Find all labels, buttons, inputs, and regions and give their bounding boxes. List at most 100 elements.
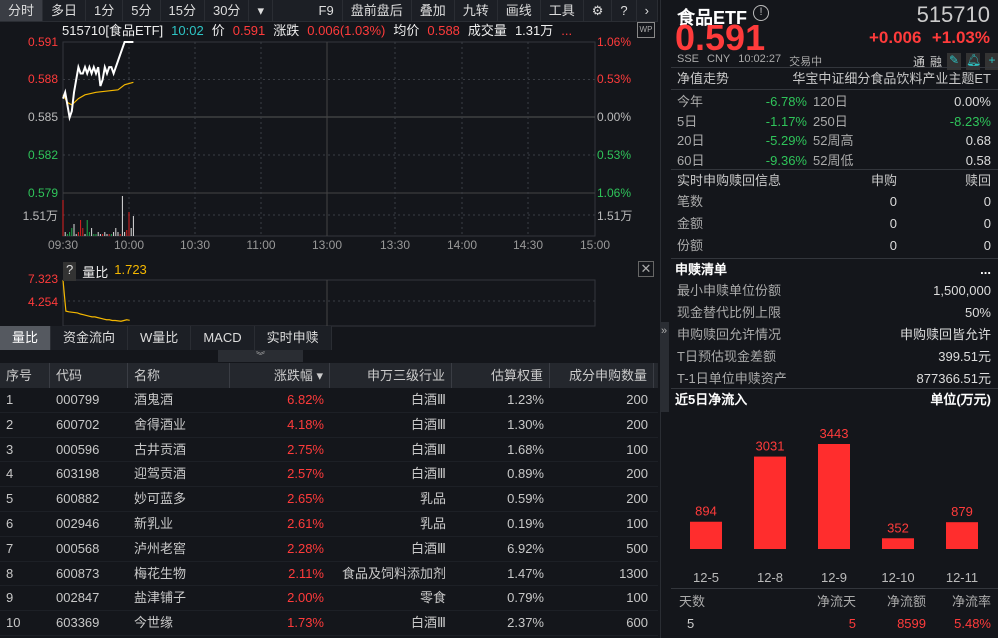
help-icon[interactable]: ? — [612, 0, 637, 21]
table-row[interactable]: 9 002847 盐津铺子 2.00% 零食 0.79% 100 — [0, 586, 658, 612]
tab-5min[interactable]: 5分 — [123, 0, 161, 21]
table-row[interactable]: 4 603198 迎驾贡酒 2.57% 白酒Ⅲ 0.89% 200 — [0, 462, 658, 488]
cell: 1.30% — [507, 416, 544, 432]
label: 申购赎回允许情况 — [677, 327, 782, 342]
flow-bar-chart: 894 12-5 3031 12-8 3443 12-9 352 12-10 879 12-11 — [690, 426, 978, 585]
table-row[interactable]: 7 000568 泸州老窖 2.28% 白酒Ⅲ 6.92% 500 — [0, 537, 658, 562]
avg-price-line — [62, 81, 134, 106]
cell: 7 — [6, 540, 14, 556]
cell: 白酒Ⅲ — [411, 441, 446, 457]
col-header[interactable]: 名称 — [128, 363, 230, 388]
table-row[interactable]: 10 603369 今世缘 1.73% 白酒Ⅲ 2.37% 600 — [0, 611, 658, 636]
cell: 1 — [6, 392, 14, 407]
table-row[interactable]: 8 600873 梅花生物 2.11% 食品及饲料添加剂 1.47% 1300 — [0, 562, 658, 587]
volume: 1.31万 — [514, 23, 554, 38]
cell: 1.73% — [287, 615, 324, 631]
more-button[interactable]: ... — [561, 23, 573, 38]
tab-volume-ratio[interactable]: 量比 — [0, 326, 52, 350]
cell: 500 — [626, 540, 648, 556]
collapse-chevron-icon[interactable]: ︾ — [218, 350, 303, 362]
redeem-value: 0 — [983, 194, 991, 209]
cell: 食品及饲料添加剂 — [341, 565, 446, 581]
tab-w-volume-ratio[interactable]: W量比 — [128, 326, 192, 350]
cell: 200 — [626, 466, 648, 482]
value: 50% — [964, 305, 991, 320]
tab-multiday[interactable]: 多日 — [43, 0, 87, 21]
more-button[interactable]: ... — [980, 262, 991, 277]
time-axis-label: 13:00 — [311, 238, 343, 252]
col-header[interactable]: 成分申购数量 — [550, 363, 654, 388]
cell: 酒鬼酒 — [134, 392, 174, 407]
flow-section: 近5日净流入 单位(万元) — [671, 388, 998, 410]
tab-fund-flow[interactable]: 资金流向 — [51, 326, 129, 350]
expand-icon[interactable]: » — [661, 322, 669, 412]
time-axis-label: 15:00 — [579, 238, 611, 252]
tab-intraday[interactable]: 分时 — [0, 0, 44, 21]
table-row[interactable]: 5 600882 妙可蓝多 2.65% 乳品 0.59% 200 — [0, 487, 658, 512]
col-header-sorted[interactable]: 涨跌幅 ▾ — [230, 363, 330, 388]
cell: 乳品 — [419, 491, 446, 507]
cell: 0.19% — [507, 515, 544, 531]
nine-turn-button[interactable]: 九转 — [455, 0, 498, 21]
table-row[interactable]: 6 002946 新乳业 2.61% 乳品 0.19% 100 — [0, 512, 658, 537]
intraday-chart[interactable] — [0, 0, 658, 330]
tools-button[interactable]: 工具 — [541, 0, 584, 21]
days-value: 5 — [687, 616, 695, 631]
sub-axis-label: 4.254 — [27, 295, 58, 309]
info-icon[interactable]: ! — [753, 5, 769, 21]
redeem-value: 0 — [983, 216, 991, 231]
gear-icon[interactable]: ⚙ — [584, 0, 613, 21]
pct-axis-label: 1.06% — [597, 35, 632, 49]
price-line — [62, 41, 134, 122]
draw-button[interactable]: 画线 — [498, 0, 541, 21]
table-row[interactable]: 3 000596 古井贡酒 2.75% 白酒Ⅲ 1.68% 100 — [0, 438, 658, 463]
wp-icon[interactable]: WP — [637, 22, 655, 38]
col-header[interactable]: 序号 — [0, 363, 50, 388]
subscribe-value: 0 — [889, 238, 897, 253]
cell: 6.82% — [287, 392, 324, 407]
net-rate-value: 5.48% — [954, 616, 991, 631]
col-header[interactable]: 申万三级行业 — [330, 363, 452, 388]
realtime-row: 份额 0 0 — [671, 235, 998, 257]
rong-badge: 融 — [930, 55, 943, 69]
time-axis-label: 10:30 — [179, 238, 211, 252]
toolbar: 分时 多日 1分 5分 15分 30分 ▾ F9 盘前盘后 叠加 九转 画线 工… — [0, 0, 658, 22]
cell: 2.00% — [287, 590, 324, 606]
close-icon[interactable]: ✕ — [638, 261, 654, 277]
pre-post-button[interactable]: 盘前盘后 — [343, 0, 412, 21]
chevron-right-icon[interactable]: › — [637, 0, 658, 21]
cell: 6 — [6, 515, 14, 531]
cell: 2.37% — [507, 615, 544, 631]
redeem-value: 0 — [983, 238, 991, 253]
subscribe-value: 0 — [889, 194, 897, 209]
table-row[interactable]: 2 600702 舍得酒业 4.18% 白酒Ⅲ 1.30% 200 — [0, 413, 658, 438]
overlay-button[interactable]: 叠加 — [412, 0, 455, 21]
indicator-tabs: 量比 资金流向 W量比 MACD 实时申赎 — [0, 326, 332, 350]
col-header[interactable]: 代码 — [50, 363, 128, 388]
edit-icon[interactable]: ✎ — [947, 53, 962, 70]
f9-button[interactable]: F9 — [311, 0, 343, 21]
cell: 乳品 — [419, 515, 446, 531]
summary-header: 净流额 — [886, 594, 926, 609]
col-header[interactable]: 估算权重 — [452, 363, 550, 388]
table-header: 序号 代码 名称 涨跌幅 ▾ 申万三级行业 估算权重 成分申购数量 — [0, 363, 658, 388]
tab-15min[interactable]: 15分 — [161, 0, 205, 21]
code-name: 515710[食品ETF] — [62, 23, 164, 38]
label: T-1日单位申赎资产 — [677, 371, 787, 386]
more-periods-dropdown[interactable]: ▾ — [249, 0, 273, 21]
help-icon[interactable]: ? — [63, 262, 77, 281]
tab-1min[interactable]: 1分 — [86, 0, 124, 21]
flow-title: 近5日净流入 — [675, 392, 748, 407]
flow-bar-label: 352 — [887, 520, 909, 535]
bell-icon[interactable]: 🔔︎ — [966, 53, 981, 70]
plus-icon[interactable]: + — [985, 53, 998, 70]
volume-axis-label: 1.51万 — [22, 209, 58, 223]
cell: 10 — [6, 615, 21, 631]
tab-realtime-redeem[interactable]: 实时申赎 — [254, 326, 332, 350]
table-row[interactable]: 1 000799 酒鬼酒 6.82% 白酒Ⅲ 1.23% 200 — [0, 388, 658, 413]
cell: 1.47% — [507, 565, 544, 581]
cell: 000799 — [56, 392, 100, 407]
tab-30min[interactable]: 30分 — [205, 0, 250, 21]
tab-macd[interactable]: MACD — [191, 326, 255, 350]
time: 10:02 — [171, 23, 204, 38]
